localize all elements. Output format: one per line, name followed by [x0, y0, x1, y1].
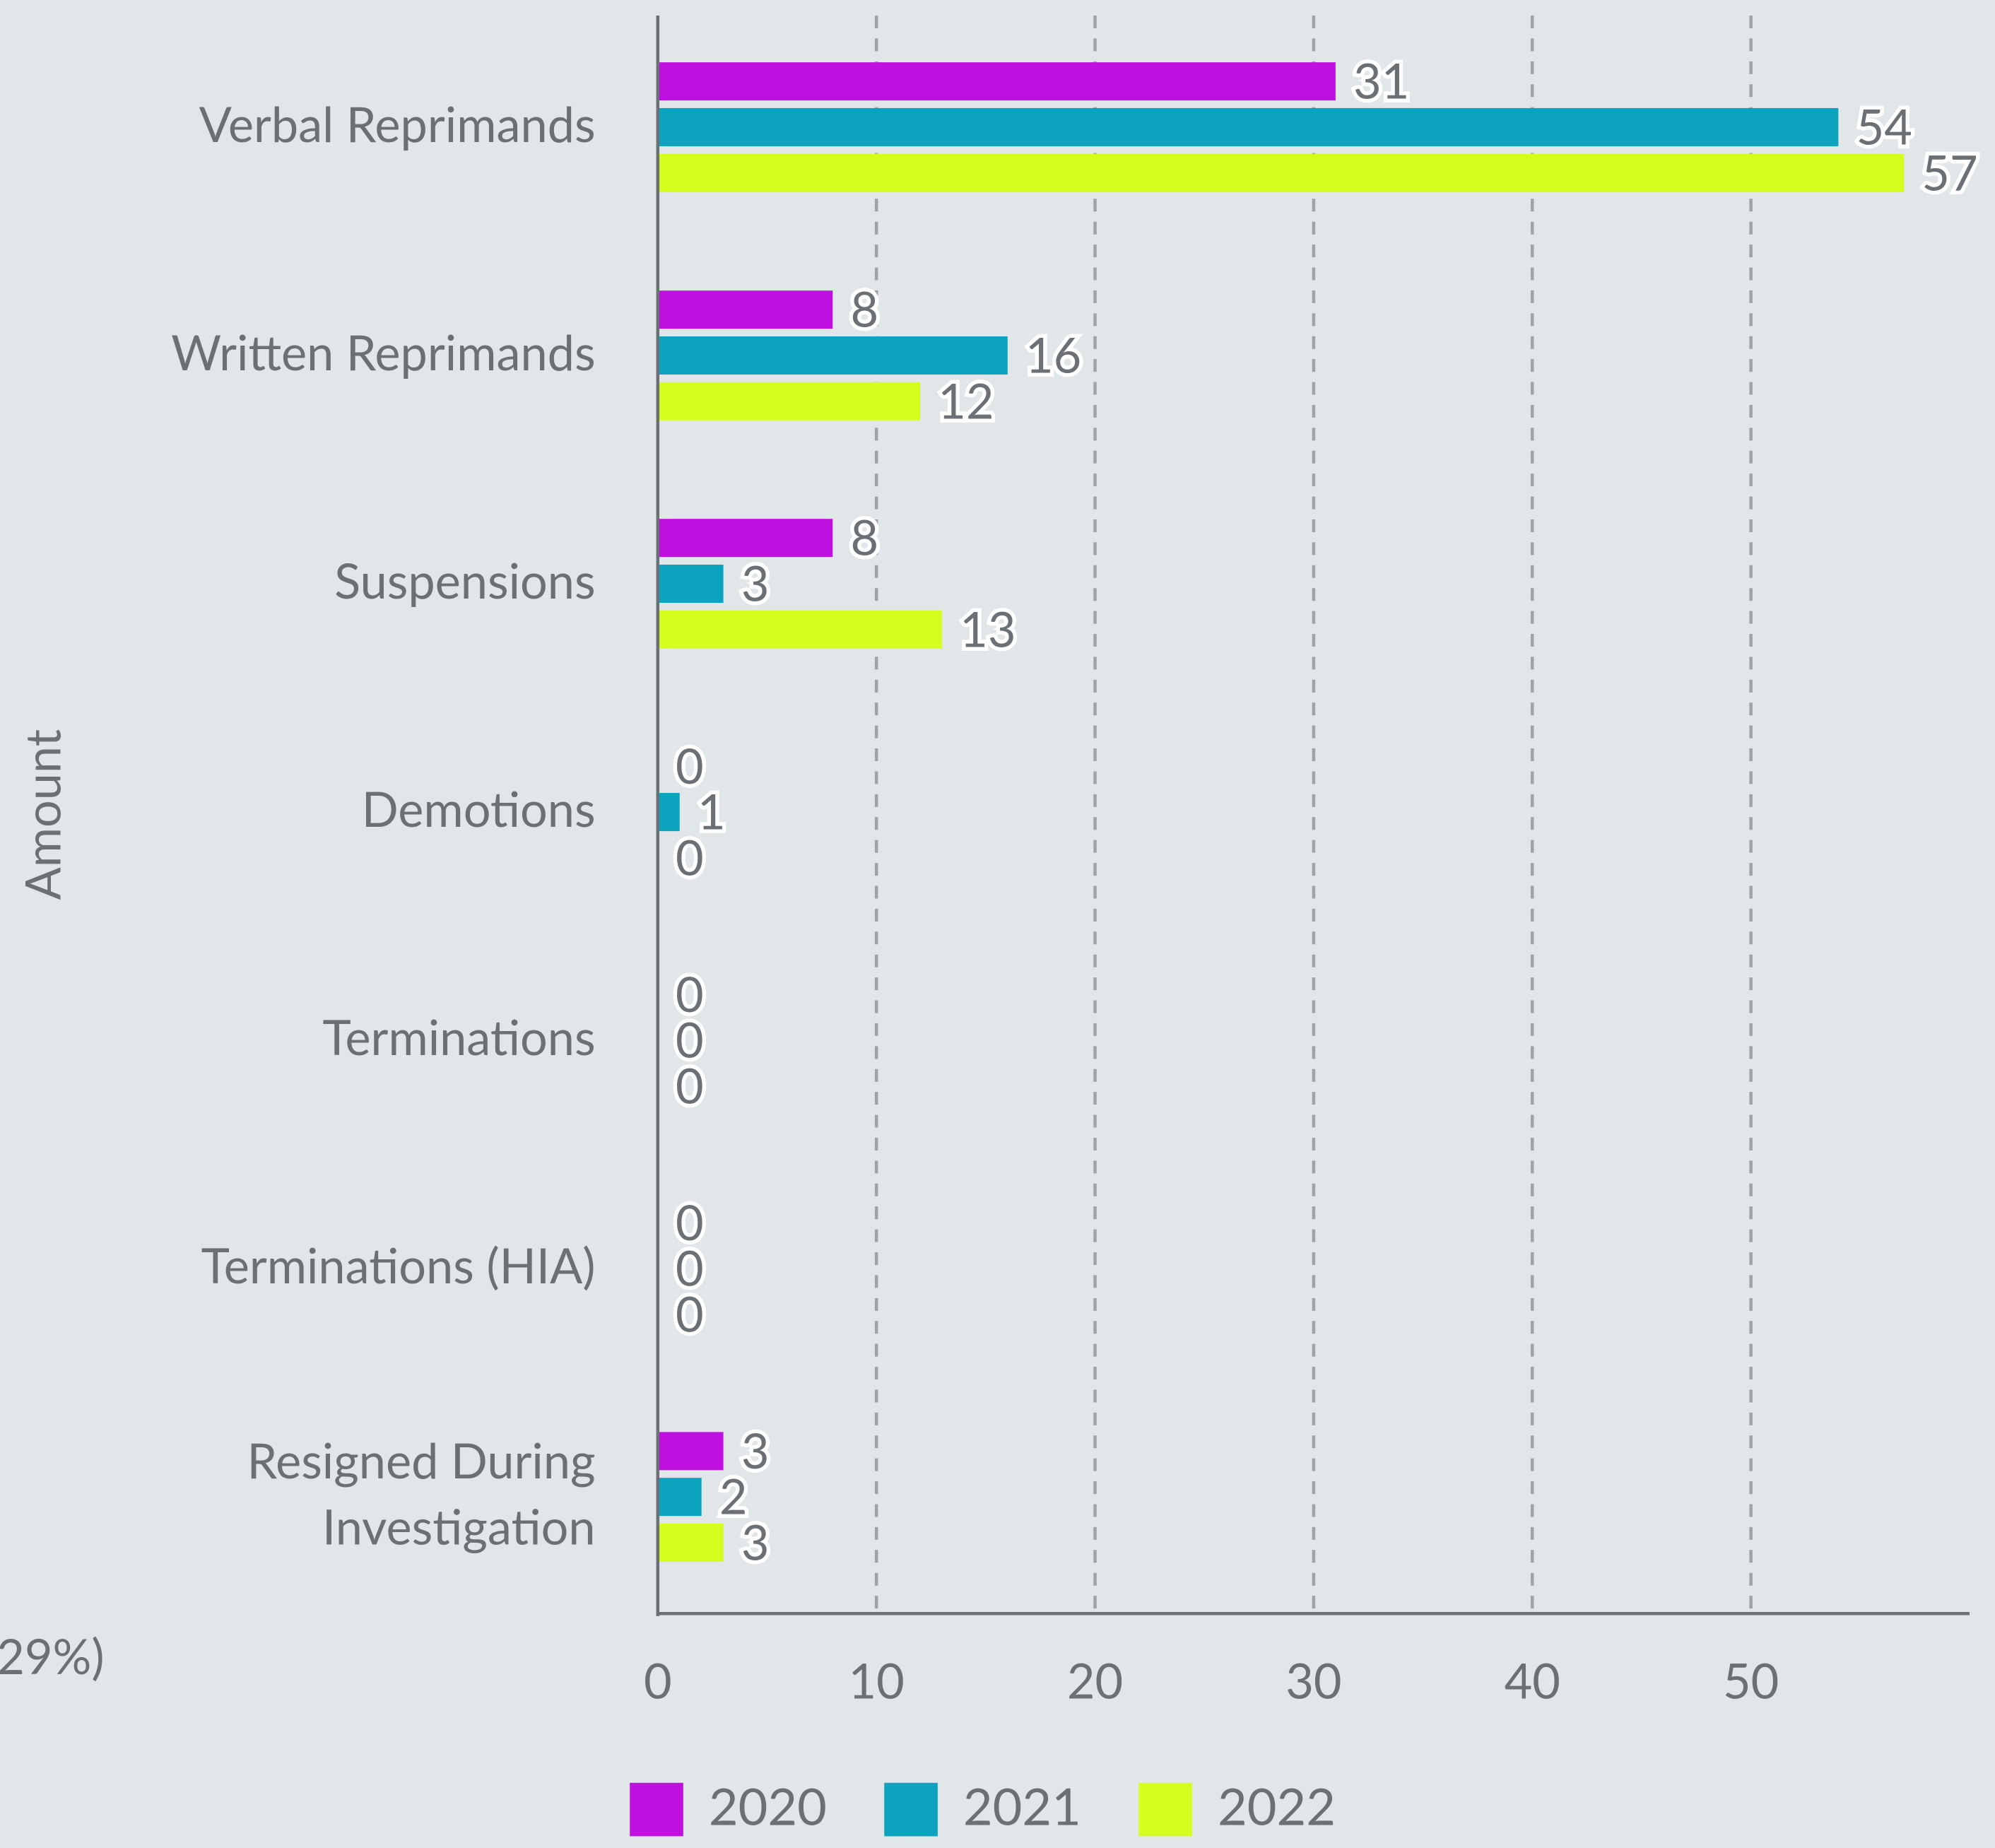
- value-label: 1: [698, 782, 726, 840]
- legend-swatch: [630, 1782, 683, 1837]
- y-tick-label: Demotions: [362, 779, 596, 837]
- y-axis-label: Amount: [13, 729, 71, 900]
- x-tick-label: 30: [1285, 1650, 1341, 1709]
- bar: [657, 107, 1839, 146]
- legend-label: 2021: [963, 1775, 1081, 1836]
- value-label: 31: [1353, 51, 1409, 110]
- bar: [657, 793, 680, 832]
- y-tick-label: Verbal Reprimands: [199, 94, 596, 153]
- bar: [657, 565, 724, 604]
- y-tick-label: Written Reprimands: [171, 322, 595, 381]
- bar: [657, 62, 1336, 101]
- value-label: 0: [676, 827, 704, 885]
- x-tick-label: 0: [644, 1650, 672, 1709]
- legend-swatch: [1138, 1782, 1192, 1837]
- x-tick-label: 20: [1067, 1650, 1123, 1709]
- value-label: 0: [676, 1283, 704, 1342]
- y-tick-label: Resigned During Investigation: [247, 1430, 595, 1555]
- x-tick-label: 40: [1505, 1650, 1560, 1709]
- bar: [657, 153, 1905, 192]
- bar: [657, 519, 833, 558]
- value-label: 57: [1922, 142, 1977, 201]
- legend-swatch: [884, 1782, 938, 1837]
- legend-label: 2020: [709, 1775, 827, 1836]
- value-label: 0: [676, 1192, 704, 1251]
- value-label: 0: [676, 1010, 704, 1069]
- value-label: 0: [676, 1055, 704, 1114]
- value-label: 16: [1025, 325, 1081, 384]
- legend-label: 2022: [1218, 1775, 1336, 1836]
- value-label: 3: [741, 1512, 770, 1571]
- x-tick-label: 50: [1723, 1650, 1779, 1709]
- bar: [657, 610, 942, 649]
- bar: [657, 1432, 724, 1471]
- value-label: 0: [676, 964, 704, 1023]
- value-label: 0: [676, 1238, 704, 1297]
- bar: [657, 382, 921, 420]
- bar: [657, 290, 833, 329]
- x-tick-label: 10: [848, 1650, 904, 1709]
- y-tick-label: Suspensions: [334, 551, 595, 609]
- value-label: 3: [741, 553, 770, 612]
- y-tick-label: Terminations: [322, 1007, 595, 1066]
- value-label: 54: [1856, 96, 1912, 155]
- value-label: 8: [850, 507, 878, 566]
- bar: [657, 1478, 702, 1517]
- value-label: 2: [719, 1466, 748, 1525]
- y-tick-label: Terminations (HIA): [201, 1235, 596, 1294]
- annotation: 29%): [0, 1626, 105, 1685]
- value-label: 3: [741, 1420, 770, 1479]
- bar: [657, 336, 1008, 375]
- value-label: 8: [850, 279, 878, 338]
- value-label: 13: [960, 599, 1016, 657]
- value-label: 0: [676, 736, 704, 794]
- bar: [657, 1523, 724, 1562]
- value-label: 12: [938, 370, 994, 429]
